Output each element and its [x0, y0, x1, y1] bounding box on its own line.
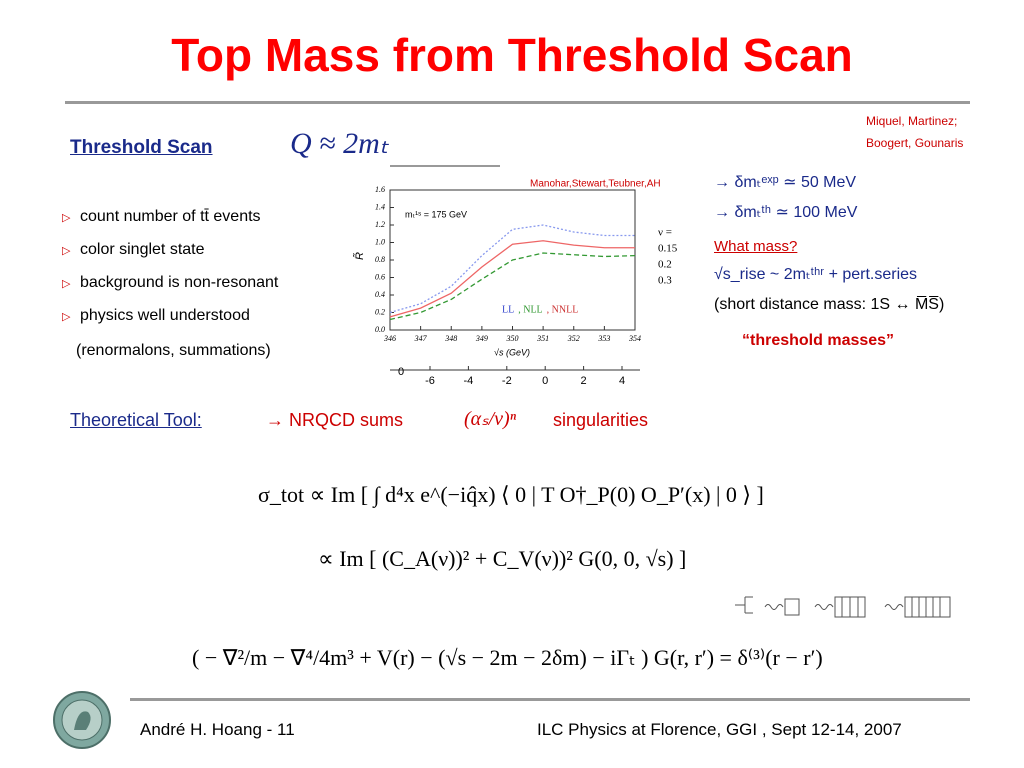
- y-tick-label: 1.4: [375, 202, 385, 211]
- heading: Threshold Scan: [70, 137, 213, 158]
- lower-tick-label: -6: [425, 375, 435, 387]
- title: Top Mass from Threshold Scan: [171, 29, 853, 81]
- footer-author: André H. Hoang - 11: [140, 720, 295, 739]
- nu-value: 0.3: [658, 275, 672, 287]
- logo: [53, 691, 111, 749]
- short-distance: (short distance mass: 1S ↔ M̅S̅): [714, 296, 945, 313]
- y-tick-label: 0.0: [375, 325, 385, 334]
- formula: Q ≈ 2mₜ: [290, 127, 389, 160]
- x-tick-label: 350: [506, 334, 519, 343]
- threshold-masses: “threshold masses”: [742, 332, 895, 349]
- x-tick-label: 349: [475, 334, 488, 343]
- x-tick-label: 351: [536, 334, 549, 343]
- rise: √s_rise ~ 2mₜᵗʰʳ + pert.series: [714, 266, 918, 283]
- y-tick-label: 0.4: [375, 290, 385, 299]
- x-tick-label: 353: [597, 334, 610, 343]
- x-tick-label: 347: [414, 334, 428, 343]
- order-label: , NNLL: [547, 304, 579, 315]
- y-tick-label: 0.6: [375, 272, 385, 281]
- order-label: , NLL: [518, 304, 542, 315]
- y-label: R̃: [353, 252, 366, 260]
- y-tick-label: 1.0: [375, 237, 385, 246]
- expansion: (αₛ/v)ⁿ: [464, 408, 517, 430]
- mass-label: mₜ¹ˢ = 175 GeV: [405, 209, 467, 219]
- citation: Boogert, Gounaris: [866, 136, 964, 150]
- nu-value: 0.2: [658, 259, 672, 271]
- x-tick-label: 348: [444, 334, 457, 343]
- singularities: singularities: [553, 410, 649, 430]
- x-label: √s (GeV): [494, 347, 530, 357]
- equation: σ_tot ∝ Im [ ∫ d⁴x e^(−iq̂x) ⟨ 0 | T O†_…: [258, 482, 764, 507]
- question: What mass?: [714, 238, 798, 255]
- bullet-marker: ▷: [62, 311, 71, 323]
- lower-tick-label: 0: [542, 375, 548, 387]
- x-tick-label: 354: [628, 334, 641, 343]
- bullet-marker: ▷: [62, 245, 71, 257]
- nrqcd: → NRQCD sums: [266, 410, 404, 430]
- bullet: physics well understood: [80, 307, 250, 324]
- curve: [389, 240, 635, 318]
- bullet: background is non-resonant: [80, 274, 279, 291]
- diagrams: [735, 596, 951, 618]
- note: (renormalons, summations): [76, 342, 271, 359]
- uncertainty: → δmₜᵉˣᵖ ≃ 50 MeV: [714, 174, 857, 191]
- plot: 0.0 0.2 0.4 0.6 0.8 1.0 1.2 1.4 1.6 346 347 348 349 3…: [353, 165, 678, 387]
- bullet-marker: ▷: [62, 212, 71, 224]
- lower-zero: 0: [398, 366, 404, 378]
- order-label: LL: [502, 304, 514, 315]
- citation: Miquel, Martinez;: [866, 114, 958, 128]
- lower-tick-label: -4: [464, 375, 474, 387]
- lower-tick-label: 4: [619, 375, 625, 387]
- curve: [389, 224, 635, 314]
- lower-tick-label: -2: [502, 375, 512, 387]
- authors: Manohar,Stewart,Teubner,AH: [530, 179, 661, 190]
- y-tick-label: 1.2: [375, 220, 385, 229]
- equation: ( − ∇²/m − ∇⁴/4m³ + V(r) − (√s − 2m − 2δ…: [192, 645, 823, 670]
- bullet: color singlet state: [80, 241, 205, 258]
- uncertainty: → δmₜᵗʰ ≃ 100 MeV: [714, 204, 858, 221]
- nu-label: ν =: [658, 227, 672, 239]
- bullet: count number of tt̄ events: [80, 208, 261, 225]
- y-tick-label: 0.8: [375, 255, 385, 264]
- equation: ∝ Im [ (C_A(ν))² + C_V(ν))² G(0, 0, √s) …: [318, 546, 687, 571]
- x-tick-label: 352: [567, 334, 580, 343]
- lower-tick-label: 2: [581, 375, 587, 387]
- nu-value: 0.15: [658, 243, 678, 255]
- footer-event: ILC Physics at Florence, GGI , Sept 12-1…: [537, 720, 902, 739]
- curve: [389, 252, 636, 321]
- y-tick-label: 1.6: [375, 185, 385, 194]
- rule: [130, 698, 970, 701]
- bullet-marker: ▷: [62, 278, 71, 290]
- y-tick-label: 0.2: [375, 307, 385, 316]
- rule: [65, 101, 970, 104]
- tool-label: Theoretical Tool:: [70, 410, 202, 430]
- x-tick-label: 346: [383, 334, 396, 343]
